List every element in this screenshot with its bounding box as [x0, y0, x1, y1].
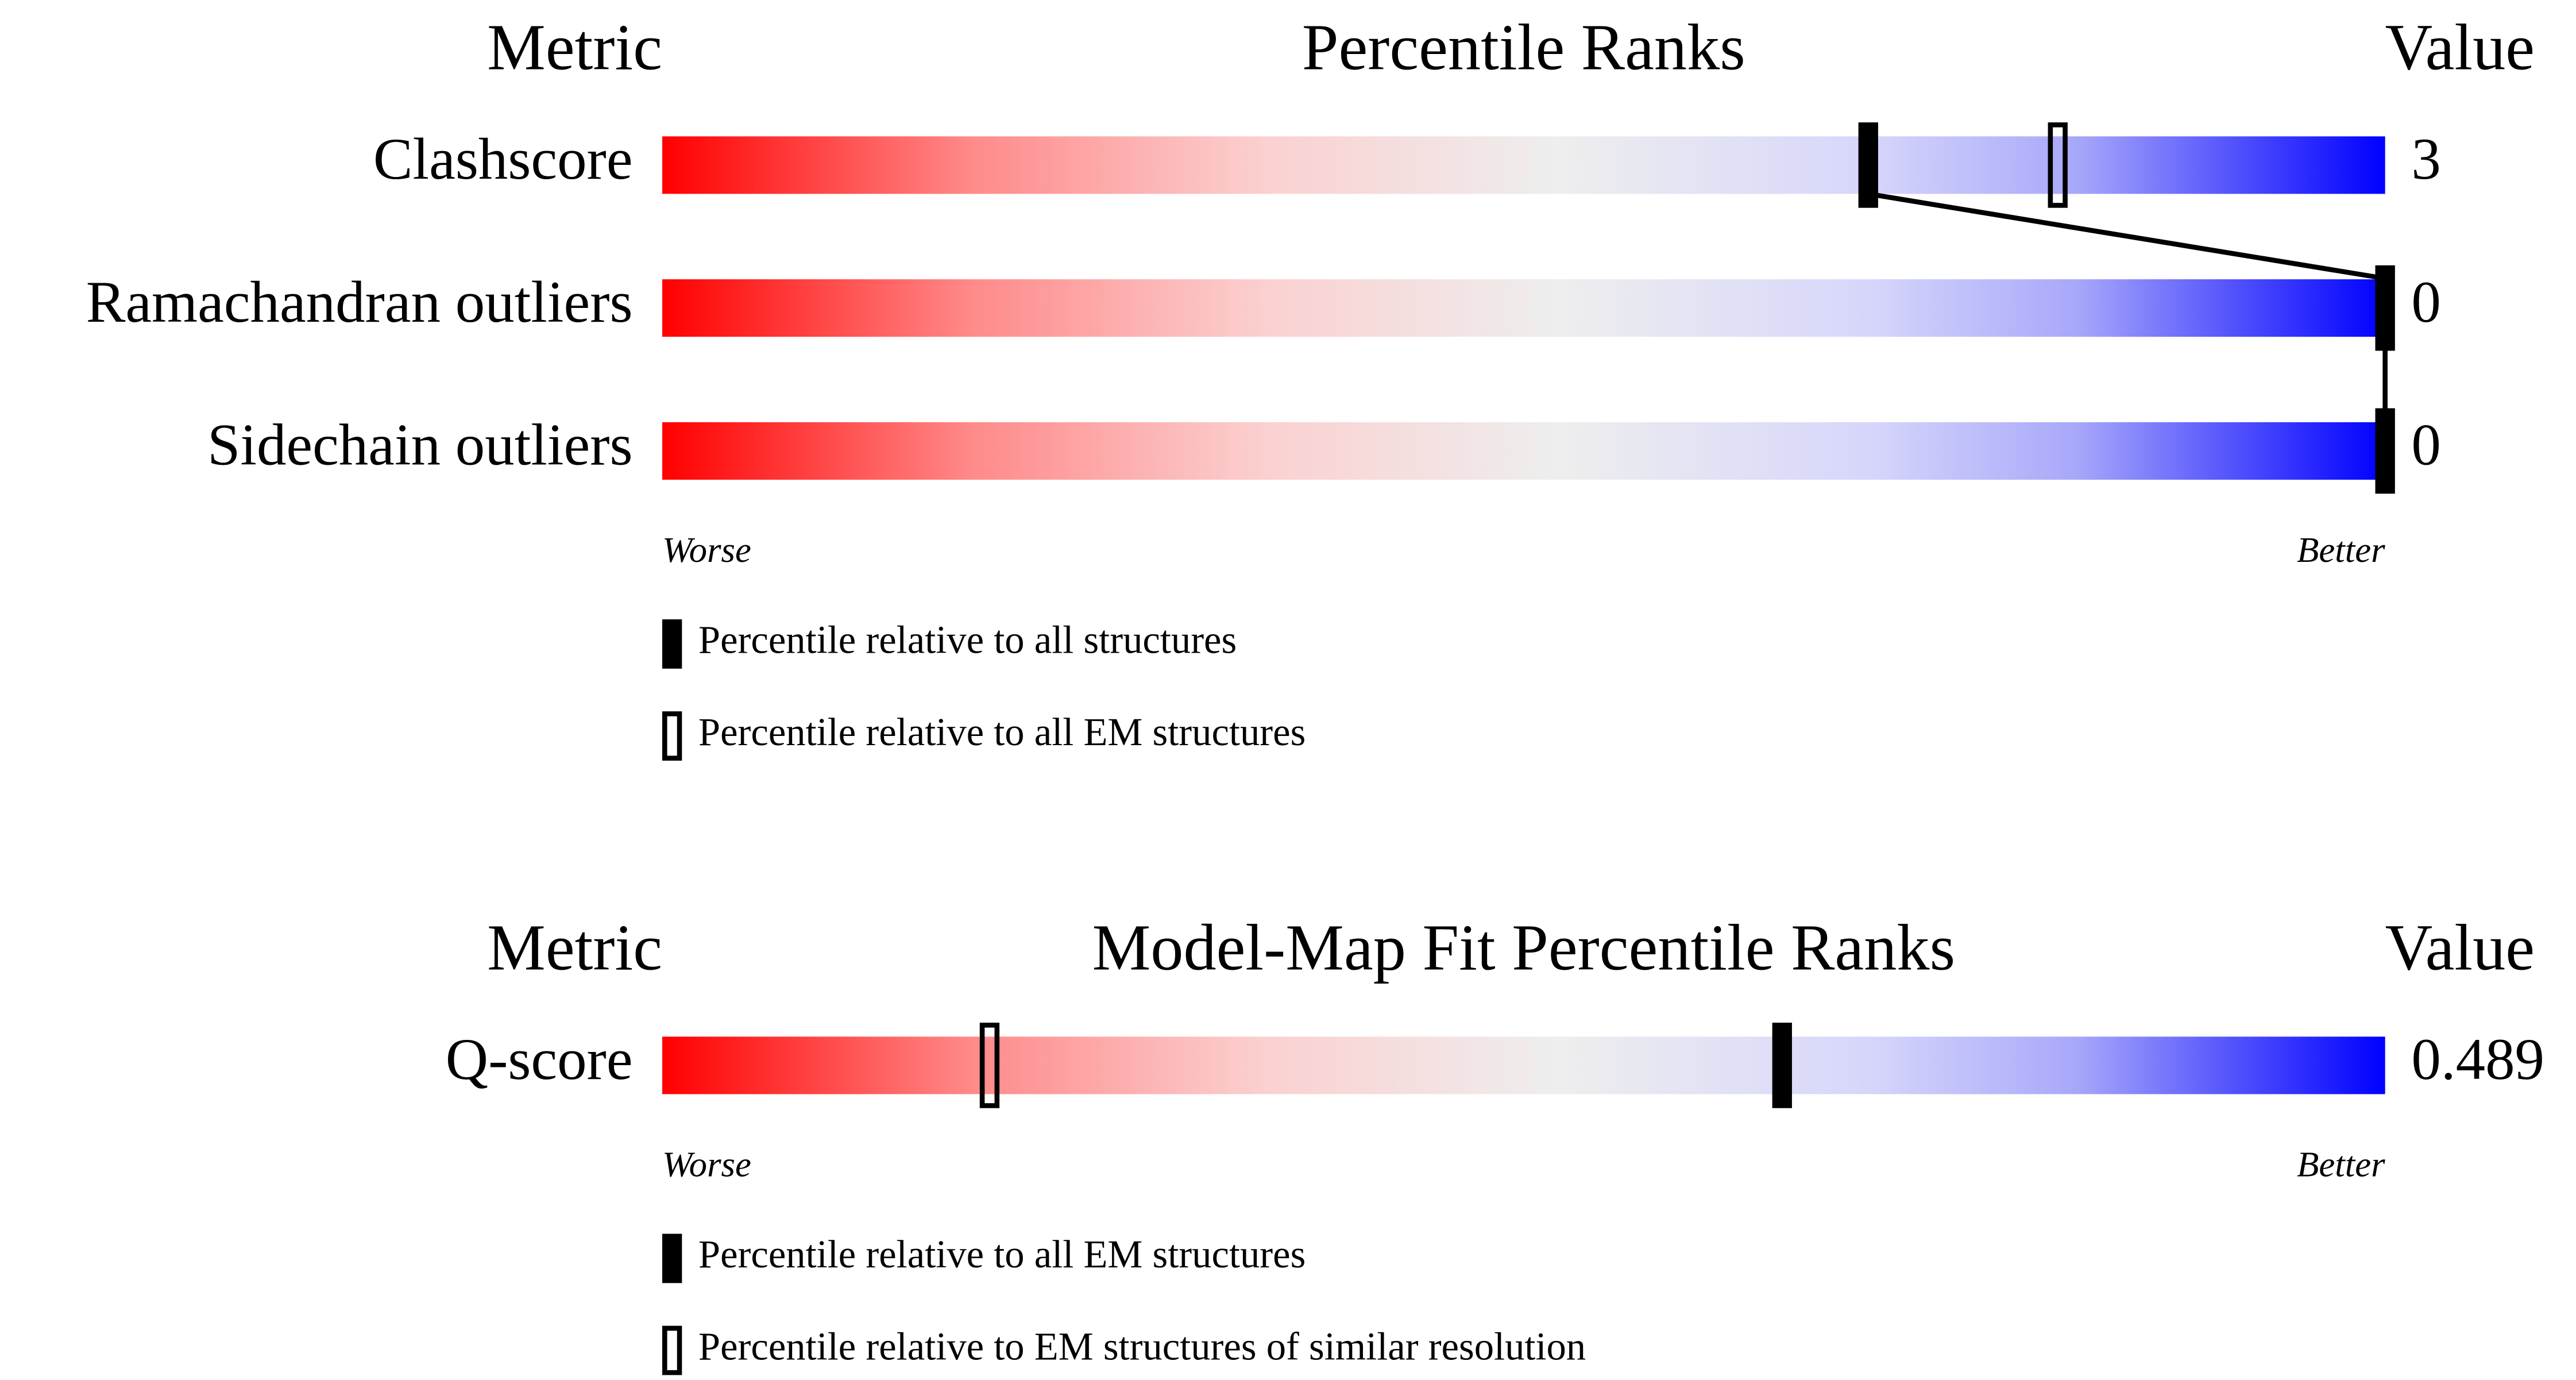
connector-line	[1868, 191, 2386, 281]
percentile-marker	[1858, 122, 1878, 208]
percentile-marker	[2375, 408, 2395, 494]
metric-value: 0.489	[2411, 1027, 2544, 1092]
legend-swatch	[662, 711, 682, 761]
legend-swatch	[662, 1325, 682, 1375]
worse-label: Worse	[662, 530, 751, 570]
value-header: Value	[2385, 11, 2535, 84]
value-header: Value	[2385, 911, 2535, 984]
legend-swatch	[662, 1233, 682, 1283]
metric-label: Sidechain outliers	[207, 413, 632, 478]
legend-label: Percentile relative to all EM structures	[698, 710, 1306, 754]
legend-swatch	[662, 619, 682, 669]
metric-label: Ramachandran outliers	[86, 269, 633, 335]
better-label: Better	[2297, 530, 2385, 570]
legend-label: Percentile relative to all structures	[698, 618, 1237, 662]
metric-label: Clashscore	[373, 126, 633, 192]
percentile-bar	[662, 136, 2385, 194]
chart-title: Percentile Ranks	[1302, 11, 1745, 84]
metric-value: 3	[2411, 126, 2440, 192]
metric-value: 0	[2411, 269, 2440, 335]
percentile-marker-open	[2048, 122, 2068, 208]
percentile-bar	[662, 1036, 2385, 1094]
metric-header: Metric	[487, 11, 662, 84]
percentile-bar	[662, 279, 2385, 337]
metric-header: Metric	[487, 911, 662, 984]
percentile-marker	[1772, 1023, 1792, 1108]
percentile-marker-open	[979, 1023, 1000, 1108]
percentile-marker	[2375, 265, 2395, 351]
chart-title: Model-Map Fit Percentile Ranks	[1092, 911, 1956, 984]
metric-label: Q-score	[446, 1027, 633, 1092]
legend-label: Percentile relative to all EM structures	[698, 1232, 1306, 1276]
better-label: Better	[2297, 1144, 2385, 1185]
percentile-bar	[662, 422, 2385, 480]
legend-label: Percentile relative to EM structures of …	[698, 1324, 1586, 1368]
metric-value: 0	[2411, 413, 2440, 478]
worse-label: Worse	[662, 1144, 751, 1185]
